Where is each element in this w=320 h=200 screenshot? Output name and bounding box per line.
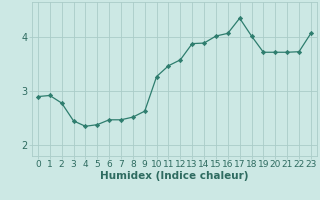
X-axis label: Humidex (Indice chaleur): Humidex (Indice chaleur) (100, 171, 249, 181)
